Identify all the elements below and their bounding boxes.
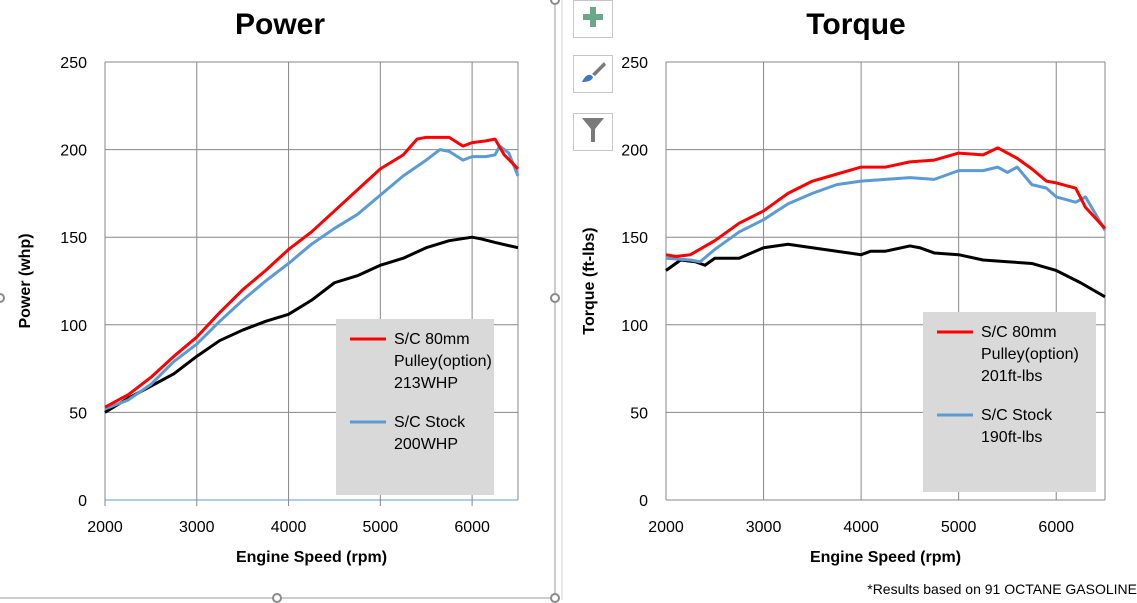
x-tick-label: 3000 [179,519,215,536]
y-axis-label: Power (whp) [17,233,34,328]
legend: S/C 80mm Pulley(option) 201ft-lbs S/C Stock… [923,312,1096,492]
y-tick-label: 50 [630,405,648,422]
series-line-pulley [104,135,520,409]
legend-label: S/C Stock [981,407,1053,424]
chart-styles-button[interactable] [573,55,613,93]
torque-chart[interactable]: 0 50 100 150 200 250 2000 3000 4000 5000 6000 Torqu… [581,8,1107,566]
x-tick-label: 2000 [648,519,684,536]
x-tick-label: 5000 [941,519,977,536]
legend-label: 201ft-lbs [981,368,1042,385]
series-line-baseline [104,235,519,414]
x-axis-label: Engine Speed (rpm) [236,549,387,566]
legend-label: S/C 80mm [981,324,1057,341]
series-line-stock [665,165,1107,264]
y-tick-label: 100 [60,318,87,335]
resize-handle[interactable] [550,293,560,303]
paintbrush-icon [580,60,606,89]
legend-label: S/C 80mm [394,331,470,348]
series-line-pulley [665,146,1107,258]
y-tick-label: 200 [621,143,648,160]
y-tick-label: 0 [639,493,648,510]
filter-icon [580,116,606,149]
chart-elements-button[interactable] [573,0,613,38]
legend-label: Pulley(option) [394,353,492,370]
legend-label: 213WHP [394,375,458,392]
plus-icon [582,6,604,33]
legend: S/C 80mm Pulley(option) 213WHP S/C Stock 200… [336,319,494,495]
legend-background [923,312,1096,492]
y-tick-label: 0 [78,493,87,510]
legend-label: 190ft-lbs [981,429,1042,446]
resize-handle[interactable] [550,593,560,603]
x-tick-label: 5000 [363,519,399,536]
legend-background [336,319,494,495]
chart-title: Torque [806,8,905,41]
y-tick-label: 50 [69,405,87,422]
x-tick-label: 2000 [87,519,123,536]
x-tick-label: 4000 [843,519,879,536]
y-tick-label: 250 [621,55,648,72]
y-axis-label: Torque (ft-lbs) [581,227,598,334]
y-tick-label: 150 [621,230,648,247]
x-axis-label: Engine Speed (rpm) [810,549,961,566]
series-line-baseline [665,242,1106,299]
chart-filters-button[interactable] [573,113,613,151]
x-tick-label: 6000 [1038,519,1074,536]
y-tick-label: 100 [621,318,648,335]
resize-handle[interactable] [0,293,5,303]
y-tick-label: 250 [60,55,87,72]
resize-handle[interactable] [550,0,560,5]
y-tick-label: 200 [60,143,87,160]
y-tick-label: 150 [60,230,87,247]
resize-handle[interactable] [272,593,282,603]
x-tick-label: 3000 [746,519,782,536]
footnote: *Results based on 91 OCTANE GASOLINE [867,581,1137,597]
legend-label: S/C Stock [394,414,466,431]
power-chart[interactable]: 0 50 100 150 200 250 2000 3000 4000 5000 6000 Power… [17,8,520,566]
x-tick-label: 6000 [454,519,490,536]
x-tick-label: 4000 [271,519,307,536]
chart-title: Power [235,8,325,41]
legend-label: Pulley(option) [981,346,1079,363]
legend-label: 200WHP [394,436,458,453]
series-line-stock [104,144,520,411]
